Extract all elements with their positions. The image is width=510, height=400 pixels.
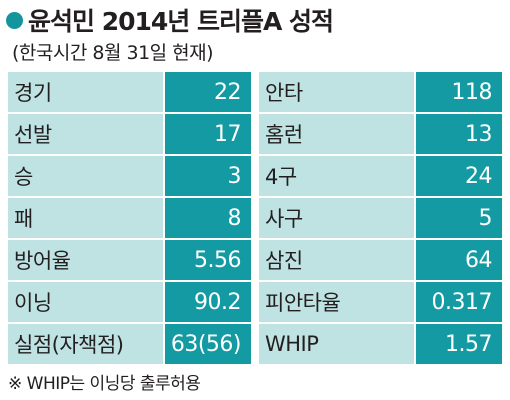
stat-label: 사구: [259, 198, 414, 238]
table-row: 패 8: [8, 198, 251, 238]
stat-value: 64: [416, 240, 502, 280]
stat-label: 실점(자책점): [8, 324, 163, 364]
stat-label: 안타: [259, 72, 414, 112]
table-row: 삼진 64: [259, 240, 502, 280]
footnote: ※ WHIP는 이닝당 출루허용: [8, 374, 201, 394]
table-row: 이닝 90.2: [8, 282, 251, 322]
stat-value: 5.56: [165, 240, 251, 280]
stat-label: 패: [8, 198, 163, 238]
right-column: 안타 118 홈런 13 4구 24 사구 5 삼진 64 피안타율 0.317…: [259, 72, 502, 364]
table-row: 선발 17: [8, 114, 251, 154]
subtitle: (한국시간 8월 31일 현재): [12, 42, 214, 64]
table-row: 경기 22: [8, 72, 251, 112]
stat-label: 선발: [8, 114, 163, 154]
stat-label: 경기: [8, 72, 163, 112]
stat-value: 63(56): [165, 324, 251, 364]
stat-label: 승: [8, 156, 163, 196]
stats-table: 경기 22 선발 17 승 3 패 8 방어율 5.56 이닝 90.2 실점(…: [8, 72, 502, 364]
table-row: 안타 118: [259, 72, 502, 112]
title-row: 윤석민 2014년 트리플A 성적: [6, 4, 334, 36]
stat-label: 이닝: [8, 282, 163, 322]
stat-value: 13: [416, 114, 502, 154]
bullet-dot-icon: [6, 11, 23, 29]
stat-value: 22: [165, 72, 251, 112]
stat-value: 24: [416, 156, 502, 196]
table-row: 승 3: [8, 156, 251, 196]
stat-value: 118: [416, 72, 502, 112]
stat-value: 8: [165, 198, 251, 238]
stat-label: WHIP: [259, 324, 414, 364]
page-title: 윤석민 2014년 트리플A 성적: [28, 7, 334, 36]
stat-value: 3: [165, 156, 251, 196]
stat-label: 피안타율: [259, 282, 414, 322]
stat-label: 홈런: [259, 114, 414, 154]
left-column: 경기 22 선발 17 승 3 패 8 방어율 5.56 이닝 90.2 실점(…: [8, 72, 251, 364]
stat-label: 방어율: [8, 240, 163, 280]
table-row: 실점(자책점) 63(56): [8, 324, 251, 364]
table-row: 4구 24: [259, 156, 502, 196]
stat-value: 90.2: [165, 282, 251, 322]
stat-value: 0.317: [416, 282, 502, 322]
stat-value: 17: [165, 114, 251, 154]
table-row: 피안타율 0.317: [259, 282, 502, 322]
table-row: 홈런 13: [259, 114, 502, 154]
stat-value: 5: [416, 198, 502, 238]
stat-label: 삼진: [259, 240, 414, 280]
table-row: 사구 5: [259, 198, 502, 238]
stat-value: 1.57: [416, 324, 502, 364]
table-row: 방어율 5.56: [8, 240, 251, 280]
table-row: WHIP 1.57: [259, 324, 502, 364]
stat-label: 4구: [259, 156, 414, 196]
